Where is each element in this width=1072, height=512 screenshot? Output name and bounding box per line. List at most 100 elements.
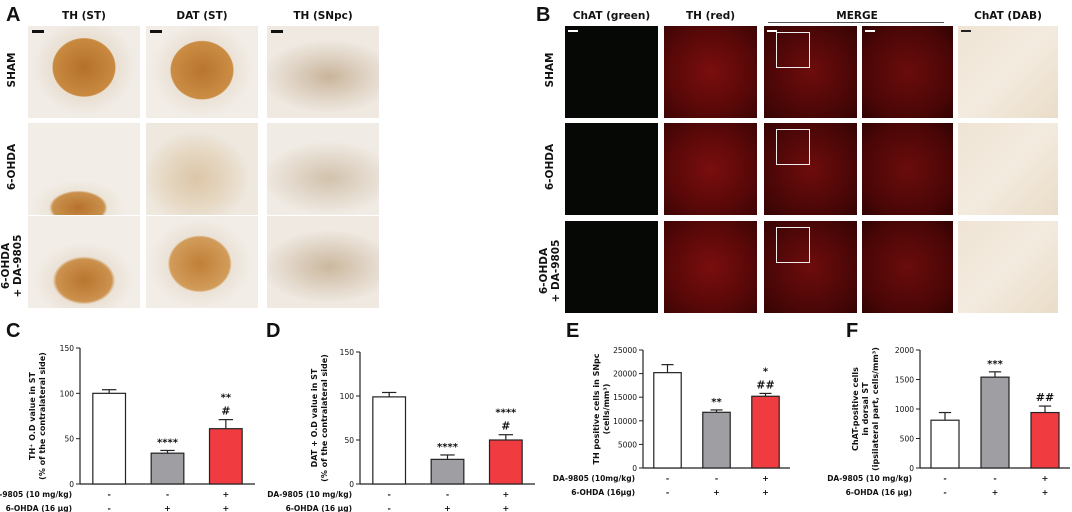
y-tick-label: 0 [349,480,354,489]
panel-b-row-label: SHAM [544,52,556,88]
y-axis-label-line: (% of the contralateral side) [38,352,47,480]
bar [488,439,523,485]
treatment-label: DA-9805 (10 mg/kg) [0,490,72,499]
y-tick-label: 50 [64,435,74,444]
treatment-mark: - [108,504,111,512]
panel-b-micrograph [958,123,1058,215]
y-axis-label: DAT + O.D value in ST(% of the contralat… [310,354,329,482]
y-tick-label: 100 [60,389,75,398]
panel-a-row-label: 6-OHDA [6,143,18,191]
significance-label: * [763,366,769,377]
panel-b-micrograph [958,26,1058,118]
panel-a-micrograph [267,216,379,308]
y-axis-label-line: TH⁺ O.D value in ST [28,371,37,459]
treatment-mark: + [713,488,720,497]
scale-bar [961,30,971,32]
bar [208,428,243,485]
y-tick-label: 1500 [895,376,914,385]
y-axis-label: TH⁺ O.D value in ST(% of the contralater… [28,352,47,480]
treatment-mark: + [502,490,509,499]
bar [430,458,465,485]
significance-label: ** [711,397,722,408]
treatment-mark: + [1042,474,1049,483]
chart-letter: F [846,320,859,342]
panel-b-row-label: 6-OHDA + DA-9805 [538,239,562,303]
y-axis-label-line: DAT + O.D value in ST [310,368,319,467]
significance-label: ** [221,393,232,404]
panel-b-micrograph [664,221,757,313]
treatment-mark: - [446,490,449,499]
significance-label: ## [1036,391,1054,404]
bar [702,411,731,469]
treatment-mark: + [762,474,769,483]
y-tick-label: 100 [340,392,355,401]
bar [751,395,780,469]
panel-a-micrograph [146,123,258,215]
y-tick-label: 1000 [895,405,914,414]
panel-b-micrograph [664,26,757,118]
significance-label: *** [987,359,1003,370]
treatment-label: 6-OHDA (16 μg) [286,504,352,512]
y-axis-label-line: in dorsal ST [861,382,870,436]
treatment-mark: - [388,504,391,512]
y-axis-label-line: (cells/mm³) [602,384,611,435]
panel-b-micrograph [565,26,658,118]
panel-a-row-label: SHAM [6,52,18,88]
y-tick-label: 150 [340,348,355,357]
treatment-mark: + [1042,488,1049,497]
panel-b-micrograph [862,221,953,313]
panel-b-micrograph [664,123,757,215]
chart-letter: C [6,320,21,342]
zoom-box [776,32,810,68]
panel-b-column-label: MERGE [836,10,878,22]
panel-b-micrograph [764,26,857,118]
chart-letter: D [266,320,281,342]
panel-b-column-label: TH (red) [685,10,736,22]
scale-bar [32,30,44,33]
panel-b-column-label: ChAT (DAB) [974,10,1042,22]
y-tick-label: 10000 [613,417,637,426]
y-tick-label: 0 [909,464,914,473]
y-tick-label: 0 [632,464,637,473]
treatment-mark: - [666,488,669,497]
scale-bar [767,30,777,32]
zoom-box [776,129,810,165]
y-tick-label: 5000 [618,440,637,449]
panel-b-letter: B [536,4,551,26]
y-axis-label-line: TH positive cells in SNpc [592,353,601,464]
treatment-mark: - [993,474,996,483]
panel-a-column-label: DAT (ST) [176,10,228,22]
panel-b-micrograph [764,221,857,313]
treatment-mark: + [222,490,229,499]
y-tick-label: 50 [344,436,354,445]
panel-b-micrograph [958,221,1058,313]
treatment-label: 6-OHDA (16μg) [571,488,635,497]
y-tick-label: 2000 [895,346,914,355]
treatment-mark: - [666,474,669,483]
panel-b-micrograph [565,123,658,215]
significance-label: ## [756,378,774,391]
y-axis-label-line: ChAT-positive cells [851,367,860,451]
significance-label: # [501,420,510,433]
panel-a-micrograph [28,216,140,308]
panel-b-micrograph [862,123,953,215]
significance-label: # [221,405,230,418]
panel-b-row-label: 6-OHDA [544,143,556,191]
treatment-mark: + [444,504,451,512]
treatment-mark: + [502,504,509,512]
panel-a-letter: A [6,4,21,26]
scale-bar [150,30,162,33]
scale-bar [271,30,283,33]
y-tick-label: 0 [69,480,74,489]
y-tick-label: 500 [900,435,915,444]
significance-label: **** [437,442,459,453]
treatment-label: DA-9805 (10 mg/kg) [827,474,912,483]
significance-label: **** [157,437,179,448]
panel-a-row-label: 6-OHDA + DA-9805 [0,234,24,298]
treatment-mark: + [992,488,999,497]
treatment-label: DA-9805 (10mg/kg) [553,474,635,483]
treatment-mark: + [164,504,171,512]
y-tick-label: 25000 [613,346,637,355]
panel-a-micrograph [28,26,140,118]
bar [1030,411,1060,469]
